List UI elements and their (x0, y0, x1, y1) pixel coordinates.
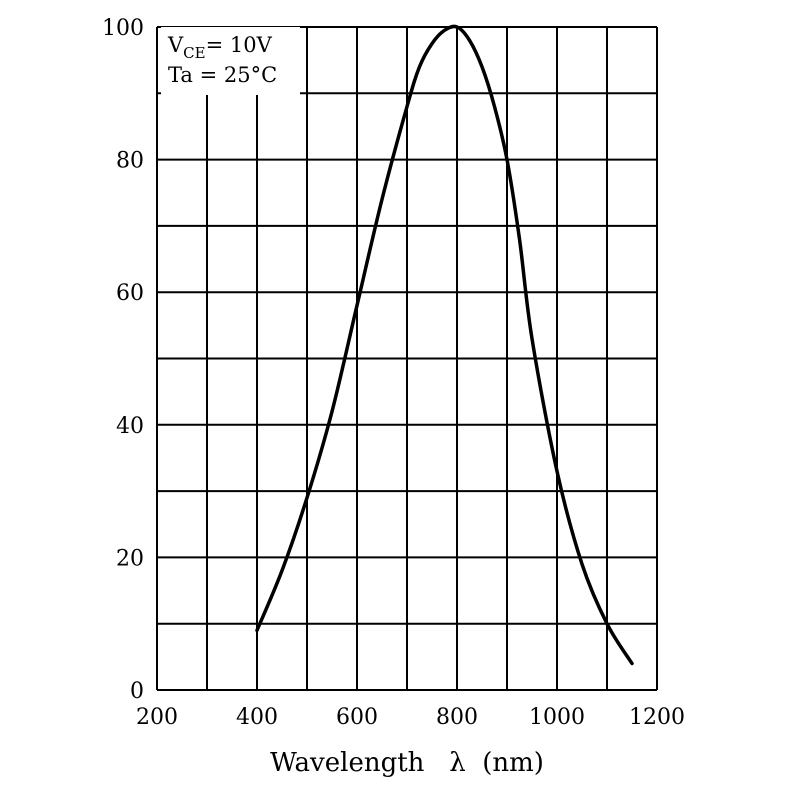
series-group (255, 24, 634, 666)
y-tick-label-20: 20 (116, 546, 144, 571)
annotation-ta: Ta = 25°C (168, 63, 277, 87)
annotation-vce-main: V (167, 33, 184, 57)
annotation-vce-sub: CE (183, 44, 205, 62)
series-line-0 (255, 24, 634, 666)
y-tick-label-60: 60 (116, 281, 144, 306)
annotation-vce-rest: = 10V (206, 33, 273, 57)
x-tick-label-400: 400 (236, 705, 278, 730)
y-tick-label-40: 40 (116, 414, 144, 439)
tick-labels: 200 400 600 800 1000 1200 0 20 40 60 80 100 (102, 16, 685, 730)
x-tick-label-600: 600 (336, 705, 378, 730)
x-tick-label-200: 200 (136, 705, 178, 730)
x-tick-label-1000: 1000 (529, 705, 585, 730)
y-tick-label-100: 100 (102, 16, 144, 41)
x-axis-label: Wavelength λ (nm) (270, 748, 544, 778)
x-tick-label-1200: 1200 (629, 705, 685, 730)
y-tick-label-80: 80 (116, 149, 144, 174)
y-tick-label-0: 0 (130, 679, 144, 704)
annotation-vce: VCE= 10V (167, 33, 273, 62)
annotation-box (161, 27, 300, 95)
grid (156, 26, 658, 691)
x-tick-label-800: 800 (436, 705, 478, 730)
